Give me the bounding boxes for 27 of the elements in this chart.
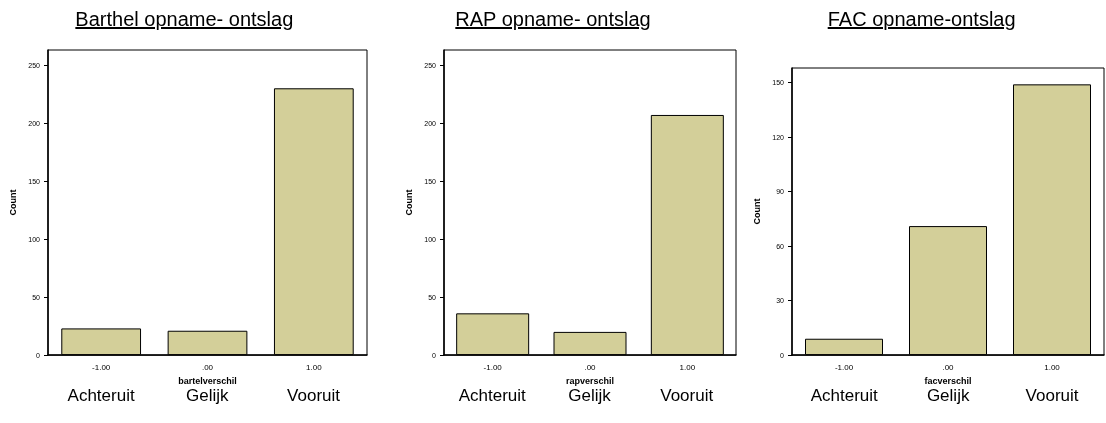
text: Vooruit [287, 386, 341, 406]
x-tick-label: -1.00 [483, 362, 502, 372]
x-tick-label: .00 [201, 362, 214, 372]
text: Vooruit [1025, 386, 1079, 406]
y-axis-title: Count [403, 189, 414, 216]
x-tick-label: -1.00 [835, 362, 854, 372]
x-tick-label: 1.00 [679, 362, 696, 372]
x-axis-title: rapverschil [565, 375, 614, 386]
x-tick-label: -1.00 [92, 362, 111, 372]
x-tick-label: 1.00 [306, 362, 323, 372]
x-tick-label: 1.00 [1044, 362, 1061, 372]
chart-title: FAC opname-ontslag [826, 8, 1017, 31]
text: Achteruit [458, 386, 526, 406]
y-axis-title: Count [752, 198, 763, 225]
text: Achteruit [810, 386, 878, 406]
text: Vooruit [660, 386, 714, 406]
x-tick-label: .00 [584, 362, 596, 372]
text: Gelijk [186, 386, 229, 406]
chart-title: Barthel opname- ontslag [74, 8, 295, 31]
text: Achteruit [67, 386, 135, 406]
text: Gelijk [568, 386, 611, 406]
x-axis-title: facverschil [924, 375, 972, 386]
chart-title: RAP opname- ontslag [454, 8, 652, 31]
x-tick-label: .00 [942, 362, 955, 372]
x-axis-title: bartelverschil [178, 375, 237, 386]
text: Gelijk [926, 386, 970, 406]
y-axis-title: Count [7, 189, 18, 216]
